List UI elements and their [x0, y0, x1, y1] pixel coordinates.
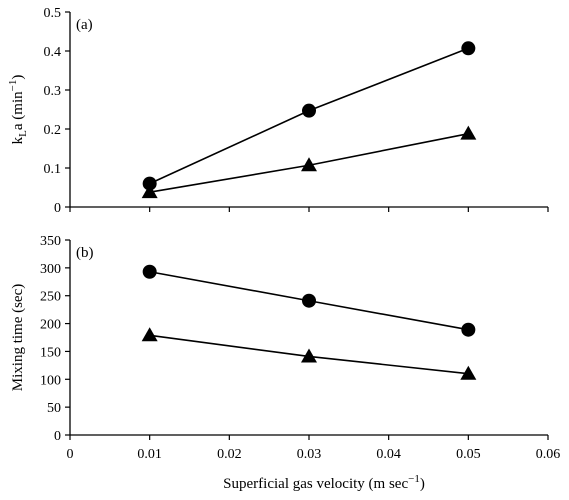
data-point-triangle: [301, 157, 317, 172]
x-tick-label: 0.02: [217, 447, 242, 462]
data-point-circle: [302, 293, 316, 308]
y-axis-title: kLa (min−1): [7, 75, 29, 145]
y-tick-label: 300: [40, 262, 61, 277]
y-tick-label: 0.3: [44, 84, 62, 99]
y-tick-label: 100: [40, 373, 61, 388]
x-tick-label: 0.03: [297, 447, 322, 462]
data-point-triangle: [460, 365, 477, 380]
x-axis-title: Superficial gas velocity (m sec−1): [223, 473, 425, 492]
x-tick-label: 0.06: [536, 447, 561, 462]
y-tick-label: 200: [40, 318, 61, 333]
data-point-circle: [142, 264, 157, 279]
y-axis-title: Mixing time (sec): [10, 284, 26, 391]
data-point-triangle: [141, 327, 158, 342]
y-tick-label: 0.5: [44, 6, 62, 21]
y-tick-label: 0: [54, 429, 61, 444]
y-tick-label: 150: [40, 345, 61, 360]
panel-label: (b): [76, 245, 94, 261]
data-point-circle: [461, 41, 476, 56]
panel-label: (a): [76, 17, 93, 33]
x-tick-label: 0.05: [456, 447, 481, 462]
y-tick-label: 250: [40, 290, 61, 305]
panel-a: 0 0.1 0.2 0.3 0.4 0.5 (a) kLa (min−1): [7, 6, 549, 216]
data-point-triangle: [460, 125, 477, 140]
x-tick-label: 0.04: [376, 447, 401, 462]
y-tick-label: 0.4: [44, 45, 62, 60]
panel-b: 0 50 100 150 200 250 300 350 0 0.01 0.02 0.03 0.04 0.…: [10, 234, 560, 492]
x-tick-label: 0: [67, 447, 74, 462]
data-point-circle: [461, 322, 476, 337]
y-tick-label: 0.1: [44, 162, 62, 177]
data-point-circle: [302, 103, 316, 118]
data-point-circle: [142, 176, 157, 191]
data-point-triangle: [301, 348, 317, 363]
y-tick-label: 50: [47, 401, 61, 416]
y-tick-label: 350: [40, 234, 61, 249]
y-tick-label: 0: [54, 201, 61, 216]
x-tick-label: 0.01: [137, 447, 162, 462]
y-tick-label: 0.2: [44, 123, 62, 138]
data-point-triangle: [141, 184, 158, 199]
